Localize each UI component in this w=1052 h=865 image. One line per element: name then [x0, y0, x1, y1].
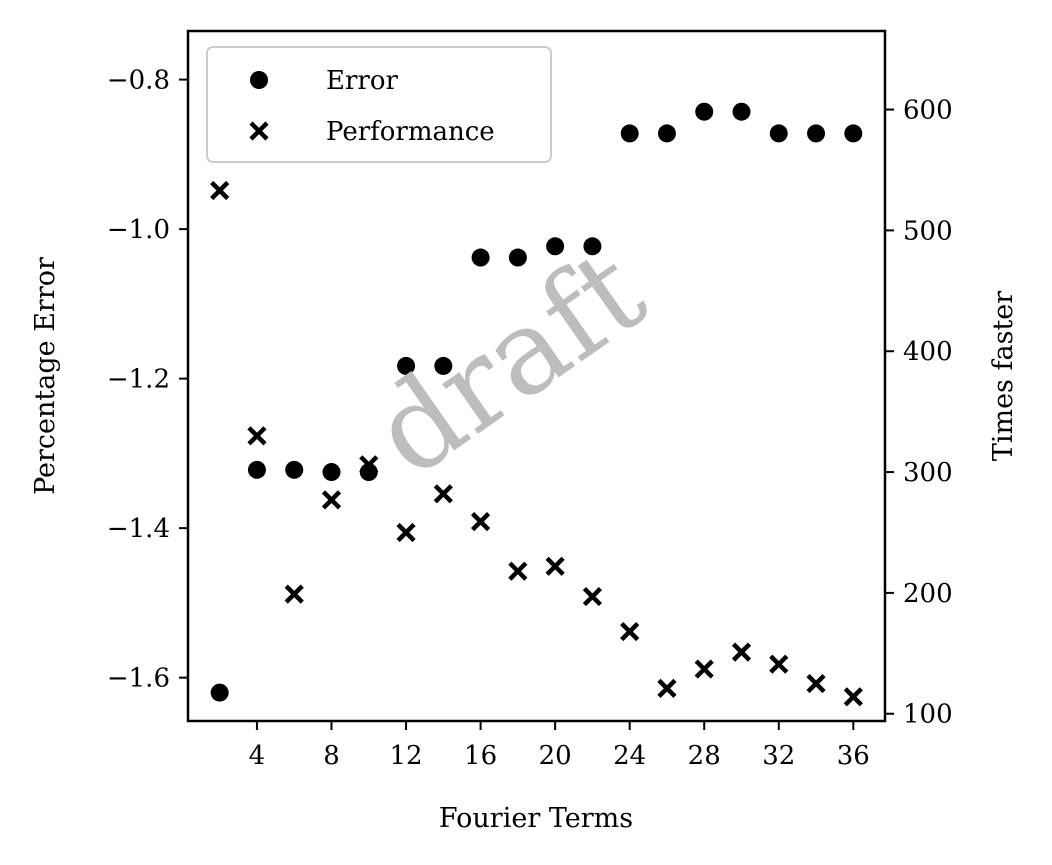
y-tick-label: −1.4: [107, 514, 170, 544]
performance-point: [582, 586, 602, 607]
x-tick-label: 20: [539, 741, 572, 771]
x-tick-label: 32: [762, 741, 795, 771]
y-tick-label: −0.8: [107, 66, 170, 96]
error-point: [657, 124, 676, 143]
y-tick-label: −1.6: [107, 664, 170, 694]
x-tick-label: 28: [688, 741, 721, 771]
performance-point: [433, 484, 453, 504]
performance-point: [321, 490, 342, 510]
performance-point: [620, 621, 640, 642]
y2-tick-label: 300: [903, 458, 953, 488]
legend-error-marker: [250, 71, 268, 89]
performance-point: [806, 673, 826, 694]
error-point: [471, 248, 490, 267]
performance-point: [508, 561, 528, 581]
y2-tick-label: 400: [903, 337, 953, 367]
performance-point: [843, 687, 863, 707]
error-point: [620, 124, 639, 143]
chart-marks: [210, 102, 863, 707]
y2-tick-label: 600: [903, 96, 953, 126]
y2-tick-label: 200: [903, 579, 953, 609]
error-point: [844, 124, 863, 143]
x-tick-label: 12: [389, 741, 422, 771]
x-tick-label: 16: [464, 741, 497, 771]
performance-point: [769, 654, 789, 674]
error-point: [769, 124, 788, 143]
x-tick-label: 24: [613, 741, 646, 771]
x-tick-label: 8: [323, 741, 340, 771]
y-tick-label: −1.0: [107, 215, 170, 245]
performance-point: [694, 659, 714, 679]
y-axis-ticks: −0.8 −1.0 −1.2 −1.4 −1.6: [107, 66, 188, 694]
x-axis-ticks: 4 8 12 16 20 24 28 32 36: [249, 721, 870, 771]
error-point: [247, 460, 266, 479]
performance-point: [545, 556, 565, 576]
performance-point: [731, 642, 752, 662]
y-axis-title: Percentage Error: [30, 257, 61, 495]
legend: Error Performance: [206, 46, 552, 163]
error-point: [583, 237, 602, 256]
x-tick-label: 36: [837, 741, 870, 771]
error-point: [434, 356, 453, 375]
y2-tick-label: 500: [903, 216, 953, 246]
error-point: [508, 248, 527, 267]
performance-point: [396, 522, 416, 543]
error-point: [210, 683, 229, 702]
x-axis-title: Fourier Terms: [439, 803, 633, 834]
legend-performance-label: Performance: [326, 117, 495, 147]
error-point: [546, 237, 565, 256]
y2-axis-title: Times faster: [988, 291, 1019, 461]
legend-box: [206, 46, 552, 163]
y2-axis-ticks: 100 200 300 400 500 600: [885, 96, 953, 730]
error-point: [807, 124, 826, 143]
error-point: [285, 460, 304, 479]
x-tick-label: 4: [249, 741, 266, 771]
performance-point: [471, 512, 491, 532]
legend-error-label: Error: [326, 66, 398, 96]
error-point: [732, 102, 751, 121]
legend-performance-marker: [249, 121, 269, 141]
error-point: [397, 356, 416, 375]
performance-point: [359, 455, 379, 475]
performance-point: [284, 584, 304, 604]
performance-point: [210, 180, 230, 201]
error-point: [695, 102, 714, 121]
y2-tick-label: 100: [903, 700, 953, 730]
error-point: [322, 463, 341, 482]
performance-point: [247, 426, 267, 446]
performance-point: [657, 678, 677, 698]
y-tick-label: −1.2: [107, 365, 170, 395]
